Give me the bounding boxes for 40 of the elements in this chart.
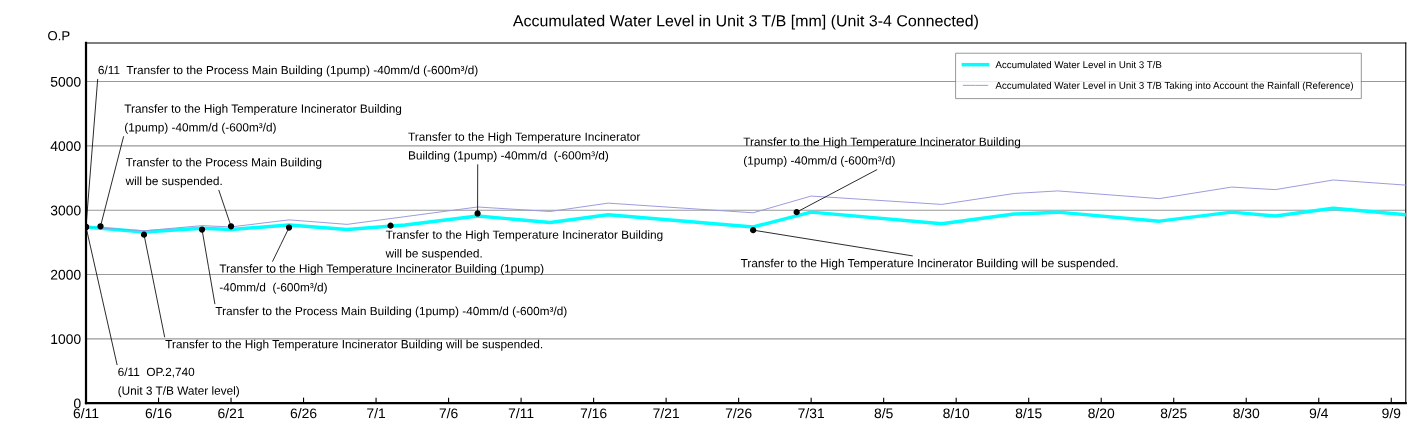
annotation: Transfer to the High Temperature Incinerator Building will be suspended. <box>740 258 1118 270</box>
y-tick-label: 5000 <box>50 76 81 87</box>
annotation: Transfer to the Process Main Building will be suspended. <box>125 157 322 188</box>
y-tick-label: 2000 <box>50 269 81 280</box>
annotation: Transfer to the High Temperature Incinerator Building (1pump) -40mm/d (-600m³/d) <box>124 104 402 134</box>
y-tick-label: 3000 <box>50 205 81 216</box>
x-tick-label: 7/21 <box>653 408 679 419</box>
annotation: Transfer to the High Temperature Incinerator Building will be suspended. <box>165 339 543 351</box>
annotation: Transfer to the High Temperature Incinerator Building (1pump) -40mm/d (-600m³/d) <box>743 137 1021 167</box>
annotation: Transfer to the High Temperature Incinerator Building will be suspended. <box>385 230 663 260</box>
y-tick-label: 4000 <box>50 141 81 152</box>
x-tick-label: 8/15 <box>1015 408 1042 419</box>
x-tick-label: 8/30 <box>1233 408 1260 419</box>
x-tick-label: 7/1 <box>367 408 386 419</box>
y-tick-label: 0 <box>73 398 81 409</box>
x-tick-label: 6/16 <box>145 408 172 419</box>
x-tick-label: 7/16 <box>580 408 607 419</box>
annotation: Transfer to the High Temperature Incinerator Building (1pump) -40mm/d (-600m³/d) <box>408 132 641 162</box>
chart-title: Accumulated Water Level in Unit 3 T/B [mm] (Unit 3-4 Connected) <box>512 14 978 30</box>
y-tick-label: 1000 <box>51 334 81 345</box>
y-axis-title: O.P <box>48 31 70 41</box>
x-tick-label: 8/20 <box>1088 408 1115 419</box>
x-tick-label: 7/26 <box>725 408 752 419</box>
x-tick-label: 8/10 <box>943 408 970 419</box>
x-tick-label: 7/31 <box>798 408 824 419</box>
x-tick-label: 9/4 <box>1309 408 1328 419</box>
x-tick-label: 6/26 <box>290 408 317 419</box>
x-tick-label: 7/11 <box>508 408 534 419</box>
x-tick-label: 6/21 <box>218 408 244 419</box>
annotation: 6/11 Transfer to the Process Main Building (1pump) -40mm/d (-600m³/d) <box>98 65 478 77</box>
x-tick-label: 8/5 <box>874 408 893 419</box>
legend-label: Accumulated Water Level in Unit 3 T/B Taking into Account the Rainfall (Reference) <box>995 81 1353 91</box>
x-tick-label: 7/6 <box>439 408 458 419</box>
annotation: Transfer to the High Temperature Incinerator Building (1pump) -40mm/d (-600m³/d) <box>219 264 544 294</box>
x-tick-label: 6/11 <box>73 408 99 419</box>
legend-label: Accumulated Water Level in Unit 3 T/B <box>995 61 1162 69</box>
annotation: Transfer to the Process Main Building (1pump) -40mm/d (-600m³/d) <box>215 306 567 318</box>
annotation: 6/11 OP.2,740 (Unit 3 T/B Water level) <box>118 367 239 398</box>
x-tick-label: 8/25 <box>1160 408 1187 419</box>
x-tick-label: 9/9 <box>1382 408 1401 419</box>
